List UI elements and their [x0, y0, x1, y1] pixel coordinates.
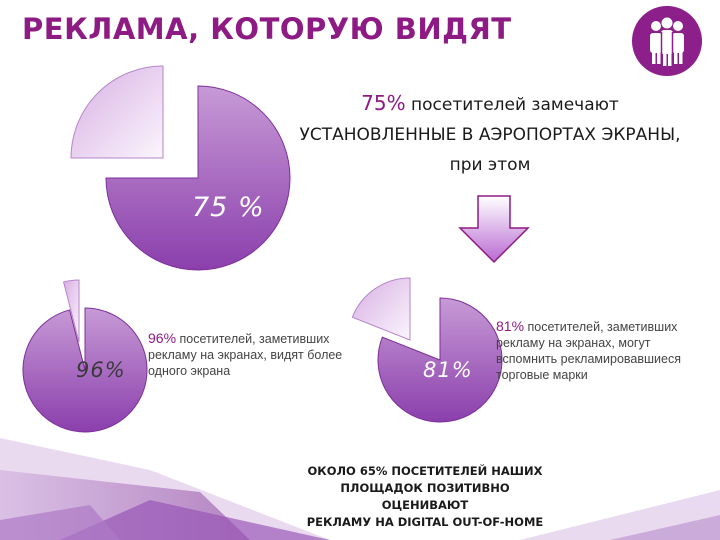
footer-statement: ОКОЛО 65% ПОСЕТИТЕЛЕЙ НАШИХ ПЛОЩАДОК ПОЗ… [300, 463, 550, 531]
pie-1-exploded-slice [62, 279, 80, 343]
footer-line-2: ПЛОЩАДОК ПОЗИТИВНО ОЦЕНИВАЮТ [340, 481, 510, 512]
pie-label-81: 81% [423, 358, 473, 382]
footer-line-3: РЕКЛАМУ НА DIGITAL OUT-OF-HOME [306, 515, 544, 529]
people-group-icon [650, 17, 684, 66]
headline-line-1: 75% посетителей замечают [290, 88, 690, 120]
pie-2-exploded-slice [351, 277, 411, 341]
pie-label-96: 96% [76, 358, 126, 382]
pie-1-main-slice [22, 307, 148, 433]
decorative-wave [0, 438, 720, 540]
logo [632, 6, 702, 76]
pie-label-75: 75 % [192, 192, 265, 223]
headline-line-1-text: посетителей замечают [405, 95, 619, 115]
pie-0-exploded-slice [70, 65, 164, 159]
footer-line-1: ОКОЛО 65% ПОСЕТИТЕЛЕЙ НАШИХ [307, 464, 543, 478]
headline-line-3: при этом [449, 155, 531, 175]
headline: 75% посетителей замечают УСТАНОВЛЕННЫЕ В… [290, 88, 690, 180]
note-right-percent: 81% [496, 318, 525, 334]
note-left: 96% посетителей, заметивших рекламу на э… [148, 330, 363, 379]
arrow-down-icon [458, 195, 530, 264]
pie-0-main-slice [105, 85, 291, 271]
note-left-text: посетителей, заметивших рекламу на экран… [148, 332, 343, 378]
headline-percent: 75% [361, 91, 406, 115]
note-left-percent: 96% [148, 330, 177, 346]
note-right-text: посетителей, заметивших рекламу на экран… [496, 320, 681, 382]
page-title: РЕКЛАМА, КОТОРУЮ ВИДЯТ [22, 12, 512, 46]
note-right: 81% посетителей, заметивших рекламу на э… [496, 318, 711, 383]
pie-2-main-slice [377, 297, 503, 423]
headline-line-2: УСТАНОВЛЕННЫЕ В АЭРОПОРТАХ ЭКРАНЫ, [299, 125, 681, 145]
pie-charts [22, 65, 503, 433]
